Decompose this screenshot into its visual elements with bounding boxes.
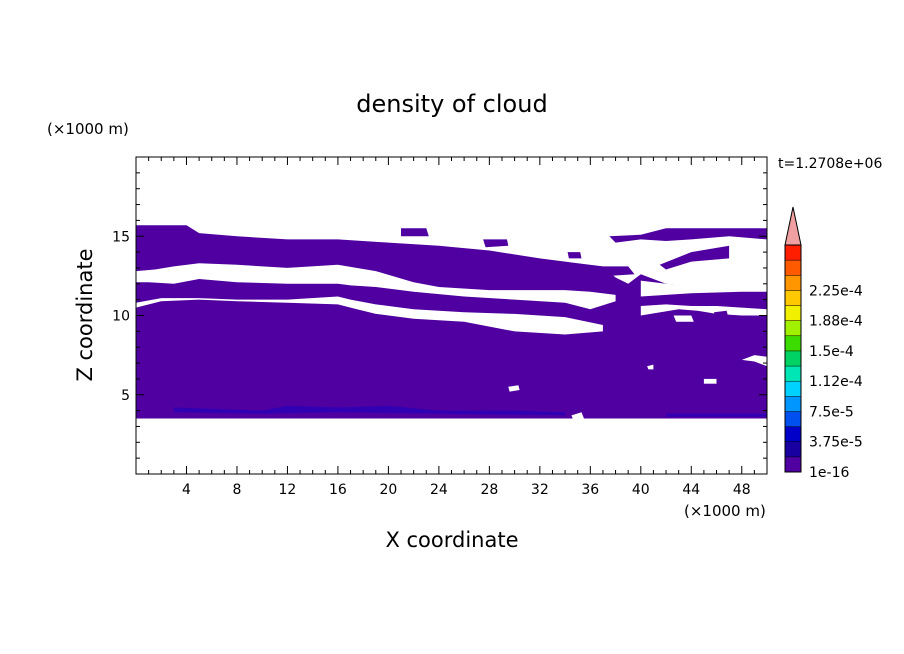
cloud-patch-1 — [483, 239, 509, 248]
cloud-region-0 — [136, 225, 767, 419]
clear-band-2 — [640, 280, 767, 297]
clear-gap-2 — [703, 378, 717, 384]
cloud-patch-3 — [609, 228, 767, 243]
x-tick-label: 36 — [581, 482, 599, 498]
colorbar-swatch — [785, 456, 801, 473]
colorbar-swatch — [785, 305, 801, 321]
colorbar-swatch — [785, 411, 801, 427]
clear-band-1 — [136, 296, 603, 335]
x-tick-label: 16 — [329, 482, 347, 498]
x-axis-label: X coordinate — [385, 528, 518, 552]
colorbar-swatch — [785, 320, 801, 337]
x-tick-label: 28 — [480, 482, 498, 498]
clear-gap-1 — [508, 385, 520, 392]
colorbar-label: 7.5e-5 — [809, 404, 854, 420]
colorbar-swatch — [785, 366, 801, 382]
x-unit-label: (×1000 m) — [684, 502, 766, 520]
time-label: t=1.2708e+06 — [778, 156, 882, 172]
x-tick-label: 48 — [733, 482, 751, 498]
colorbar-swatch — [785, 245, 801, 261]
y-tick-label: 5 — [121, 388, 130, 404]
cloud-patch-6 — [714, 310, 730, 322]
colorbar-label: 2.25e-4 — [809, 283, 863, 299]
x-tick-label: 32 — [531, 482, 549, 498]
colorbar-swatch — [785, 426, 801, 443]
colorbar-frame — [784, 244, 802, 473]
colorbar-swatch — [785, 275, 801, 291]
x-tick-label: 44 — [682, 482, 700, 498]
colorbar-swatch — [785, 260, 801, 276]
x-tick-label: 8 — [232, 482, 241, 498]
x-tick-label: 20 — [379, 482, 397, 498]
colorbar-swatch — [785, 396, 801, 412]
cloud-patch-0 — [401, 228, 429, 237]
cloud-patch-2 — [567, 252, 582, 259]
clear-band-0 — [136, 263, 616, 310]
colorbar-swatch — [785, 441, 801, 458]
colorbar-swatch — [785, 335, 801, 352]
colorbar-swatch — [785, 290, 801, 306]
clear-gap-0 — [673, 315, 694, 322]
clear-band-3 — [640, 304, 767, 316]
clear-gap-5 — [571, 412, 584, 419]
colorbar-label: 1.88e-4 — [809, 314, 863, 330]
dense-strip-1 — [666, 413, 767, 417]
dense-strip-0 — [173, 405, 566, 416]
colorbar-label: 1.5e-4 — [809, 344, 854, 360]
cloud-patch-5 — [602, 266, 635, 276]
plot-area — [136, 225, 767, 419]
colorbar: 1e-16 3.75e-5 7.5e-5 1.12e-4 1.5e-4 1.88e-4 2.… — [784, 206, 863, 481]
chart-title: density of cloud — [356, 90, 547, 118]
y-unit-label: (×1000 m) — [47, 120, 129, 138]
y-tick-label: 10 — [112, 309, 130, 325]
colorbar-swatch — [785, 381, 801, 397]
x-tick-label: 12 — [279, 482, 297, 498]
colorbar-label: 1e-16 — [809, 465, 849, 481]
x-tick-label: 40 — [632, 482, 650, 498]
y-axis-label: Z coordinate — [73, 248, 97, 381]
colorbar-arrow — [784, 206, 802, 246]
x-tick-label: 4 — [182, 482, 191, 498]
clear-gap-3 — [741, 355, 767, 367]
clear-gap-4 — [647, 364, 654, 370]
colorbar-label: 1.12e-4 — [809, 374, 863, 390]
y-tick-label: 15 — [112, 229, 130, 245]
x-tick-label: 24 — [430, 482, 448, 498]
colorbar-label: 3.75e-5 — [809, 435, 863, 451]
colorbar-swatch — [785, 350, 801, 367]
cloud-patch-4 — [659, 245, 730, 270]
